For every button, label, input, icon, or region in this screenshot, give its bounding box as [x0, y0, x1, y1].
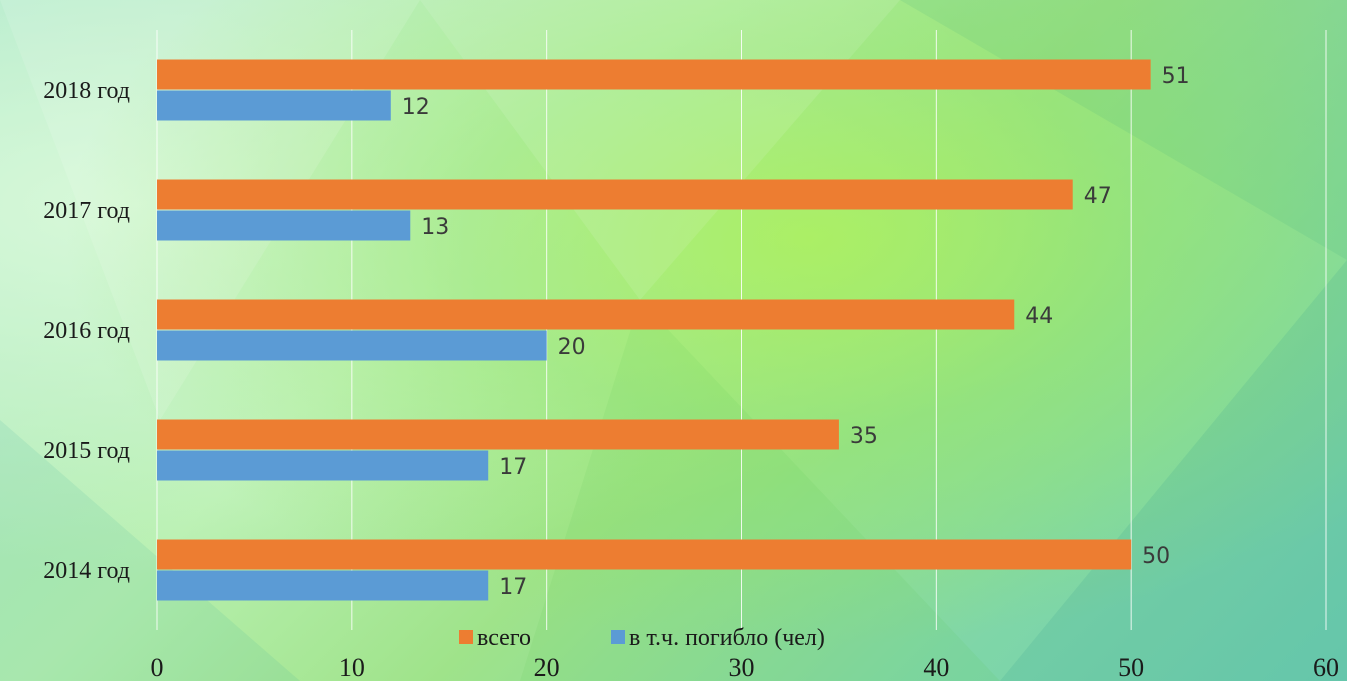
category-label-4: 2014 год	[43, 558, 130, 584]
category-label-1: 2017 год	[43, 198, 130, 224]
data-label-killed-1: 13	[421, 215, 449, 240]
bars	[157, 59, 1151, 601]
x-tick-label-0: 0	[151, 653, 164, 681]
legend-label-1: в т.ч. погибло (чел)	[629, 625, 825, 651]
x-tick-label-60: 60	[1313, 653, 1339, 681]
category-label-2: 2016 год	[43, 318, 130, 344]
data-label-total-0: 51	[1162, 64, 1190, 89]
legend-swatch-1	[611, 630, 625, 644]
data-label-total-4: 50	[1142, 544, 1170, 569]
x-tick-label-50: 50	[1118, 653, 1144, 681]
legend-label-0: всего	[477, 625, 531, 651]
data-label-killed-0: 12	[402, 95, 430, 120]
legend-swatch-0	[459, 630, 473, 644]
bar-total-1	[157, 179, 1073, 210]
bar-total-3	[157, 419, 839, 450]
category-labels: 2018 год 2017 год 2016 год 2015 год 2014 год	[43, 78, 130, 584]
category-label-0: 2018 год	[43, 78, 130, 104]
data-label-total-3: 35	[850, 424, 878, 449]
bar-total-0	[157, 59, 1151, 90]
category-label-3: 2015 год	[43, 438, 130, 464]
x-tick-label-30: 30	[729, 653, 755, 681]
bar-killed-1	[157, 210, 411, 241]
bar-total-4	[157, 539, 1132, 570]
x-tick-label-20: 20	[534, 653, 560, 681]
x-axis-ticks: 0 10 20 30 40 50 60	[151, 653, 1340, 681]
x-tick-label-10: 10	[339, 653, 365, 681]
bar-killed-2	[157, 330, 547, 361]
bar-total-2	[157, 299, 1015, 330]
gridlines	[156, 30, 1327, 630]
bar-killed-4	[157, 570, 489, 601]
data-label-killed-3: 17	[499, 455, 527, 480]
data-label-killed-4: 17	[499, 575, 527, 600]
data-label-total-2: 44	[1025, 304, 1053, 329]
bar-killed-3	[157, 450, 489, 481]
data-labels: 51 12 47 13 44 20 35 17 50 17	[402, 64, 1190, 600]
data-label-total-1: 47	[1084, 184, 1112, 209]
x-tick-label-40: 40	[923, 653, 949, 681]
legend: всего в т.ч. погибло (чел)	[459, 625, 825, 651]
bar-killed-0	[157, 90, 391, 121]
data-label-killed-2: 20	[558, 335, 586, 360]
